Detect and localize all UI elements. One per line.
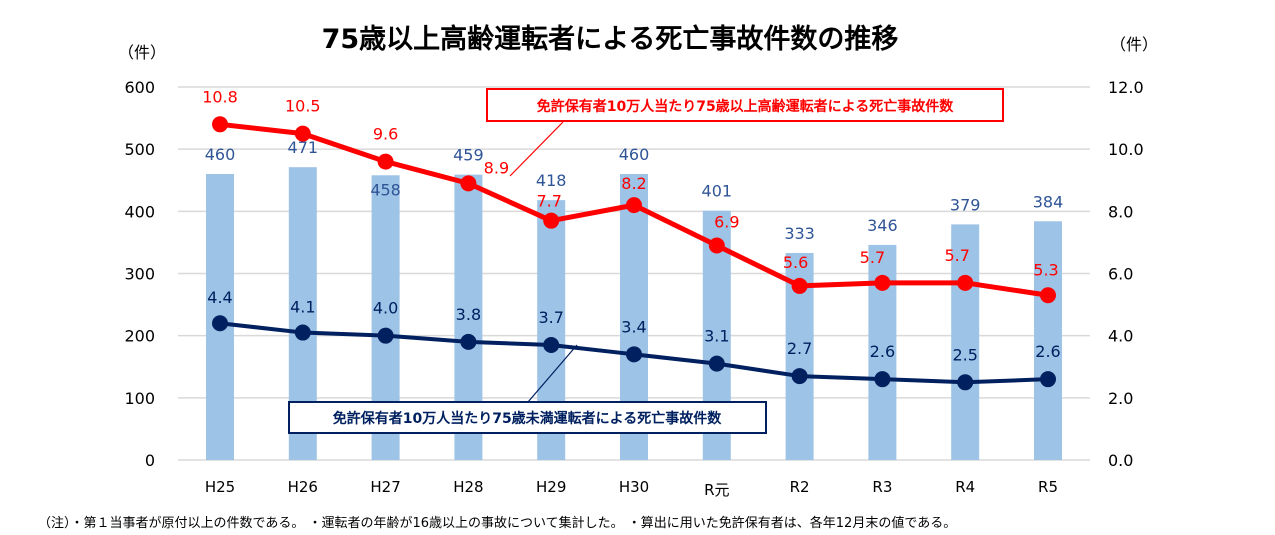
x-tick-label: H29 xyxy=(536,478,566,496)
line-data-label: 3.8 xyxy=(456,305,481,324)
left-tick-label: 0 xyxy=(145,451,155,470)
x-tick-label: R5 xyxy=(1038,478,1058,496)
left-axis-unit: （件） xyxy=(118,43,166,62)
bar-data-label: 459 xyxy=(453,146,484,165)
right-tick-label: 2.0 xyxy=(1108,389,1133,408)
line-data-label: 8.2 xyxy=(621,174,646,193)
data-point xyxy=(377,327,394,344)
data-point xyxy=(212,315,228,332)
right-tick-label: 12.0 xyxy=(1108,78,1144,97)
x-tick-label: H25 xyxy=(205,478,235,496)
line-data-label: 2.6 xyxy=(870,342,895,361)
right-tick-label: 0.0 xyxy=(1108,451,1133,470)
line-data-label: 10.5 xyxy=(285,97,321,116)
bar-data-label: 384 xyxy=(1033,192,1064,211)
data-point xyxy=(957,374,974,391)
right-axis-ticks: 0.0 2.0 4.0 6.0 8.0 10.0 12.0 xyxy=(1108,78,1144,470)
x-tick-label: H28 xyxy=(453,478,483,496)
left-tick-label: 300 xyxy=(124,265,155,284)
line-series: 10.8 10.5 9.6 8.9 7.7 8.2 6.9 5.6 5.7 5.7 5.3 4.4 4.… xyxy=(202,87,1061,391)
data-point xyxy=(708,237,725,254)
data-point xyxy=(543,336,560,353)
left-tick-label: 500 xyxy=(124,140,155,159)
x-tick-label: H27 xyxy=(370,478,400,496)
callout-box-red xyxy=(486,88,1004,122)
data-point xyxy=(212,116,228,133)
bar-data-label: 418 xyxy=(536,171,567,190)
line-data-label: 6.9 xyxy=(714,213,739,232)
line-data-label: 5.7 xyxy=(944,246,969,265)
x-axis-labels: H25 H26 H27 H28 H29 H30 R元 R2 R3 R4 R5 xyxy=(205,478,1058,499)
callout-connector-navy xyxy=(527,344,578,403)
line-data-label: 4.4 xyxy=(207,288,232,307)
data-point xyxy=(626,197,642,214)
bar-data-label: 401 xyxy=(702,182,733,201)
x-tick-label: R2 xyxy=(790,478,810,496)
line-data-label: 3.1 xyxy=(704,327,729,346)
line-data-label: 2.7 xyxy=(787,339,812,358)
x-tick-label: R元 xyxy=(704,481,729,499)
chart: 75歳以上高齢運転者による死亡事故件数の推移 （件） （件） 0 100 200 30… xyxy=(118,23,1158,499)
bar-data-label: 471 xyxy=(288,138,319,157)
data-point xyxy=(708,355,725,372)
line-data-label: 5.6 xyxy=(783,253,808,272)
callout-connector-red xyxy=(509,121,564,177)
line-data-label: 2.6 xyxy=(1035,342,1060,361)
line-data-label: 4.0 xyxy=(373,299,398,318)
right-axis-unit: （件） xyxy=(1110,35,1158,54)
chart-title: 75歳以上高齢運転者による死亡事故件数の推移 xyxy=(322,23,899,55)
right-tick-label: 10.0 xyxy=(1108,140,1144,159)
data-point xyxy=(460,175,477,192)
line-data-label: 2.5 xyxy=(952,345,977,364)
data-point xyxy=(543,212,560,229)
x-tick-label: H30 xyxy=(619,478,649,496)
line-data-label: 3.7 xyxy=(538,308,563,327)
left-tick-label: 400 xyxy=(124,202,155,221)
line-data-label: 5.3 xyxy=(1033,260,1058,279)
line-data-label: 3.4 xyxy=(621,317,646,336)
left-tick-label: 600 xyxy=(124,78,155,97)
bar-labels: 460 471 458 459 418 460 401 333 346 379 384 xyxy=(205,138,1064,243)
line-data-label: 10.8 xyxy=(202,87,238,106)
callout-text-navy: 免許保有者10万人当たり75歳未満運転者による死亡事故件数 xyxy=(333,410,723,427)
data-point xyxy=(874,371,891,388)
right-tick-label: 4.0 xyxy=(1108,327,1133,346)
x-tick-label: R4 xyxy=(955,478,975,496)
bar-data-label: 460 xyxy=(205,145,236,164)
data-point xyxy=(957,274,974,291)
bar xyxy=(951,224,980,460)
data-point xyxy=(626,346,642,363)
data-point xyxy=(377,153,394,170)
bar-data-label: 346 xyxy=(867,216,898,235)
data-point xyxy=(294,324,311,341)
callout-text-red: 免許保有者10万人当たり75歳以上高齢運転者による死亡事故件数 xyxy=(537,98,955,115)
line-data-label: 4.1 xyxy=(290,298,315,317)
data-point xyxy=(460,333,477,350)
x-tick-label: R3 xyxy=(872,478,892,496)
bar-data-label: 460 xyxy=(619,145,650,164)
data-point xyxy=(791,277,808,294)
data-point xyxy=(1040,287,1056,304)
bar-data-label: 333 xyxy=(784,224,815,243)
data-point xyxy=(791,368,808,385)
line-data-label: 8.9 xyxy=(484,158,509,177)
right-tick-label: 6.0 xyxy=(1108,265,1133,284)
callout-box-navy xyxy=(288,401,767,434)
data-point xyxy=(294,125,311,142)
right-tick-label: 8.0 xyxy=(1108,202,1133,221)
bar-data-label: 458 xyxy=(370,180,401,199)
line-data-label: 9.6 xyxy=(373,125,398,144)
bar-data-label: 379 xyxy=(950,195,981,214)
left-tick-label: 200 xyxy=(124,327,155,346)
bar xyxy=(1034,221,1062,460)
data-point xyxy=(874,274,891,291)
left-axis-ticks: 0 100 200 300 400 500 600 xyxy=(124,78,155,470)
line-data-label: 5.7 xyxy=(860,248,885,267)
left-tick-label: 100 xyxy=(124,389,155,408)
footnote: （注）・第１当事者が原付以上の件数である。 ・運転者の年齢が16歳以上の事故につ… xyxy=(38,516,957,531)
data-point xyxy=(1040,371,1056,388)
callouts: 免許保有者10万人当たり75歳以上高齢運転者による死亡事故件数 免許保有者10万… xyxy=(288,88,1004,434)
x-tick-label: H26 xyxy=(288,478,318,496)
line-data-label: 7.7 xyxy=(536,192,561,211)
